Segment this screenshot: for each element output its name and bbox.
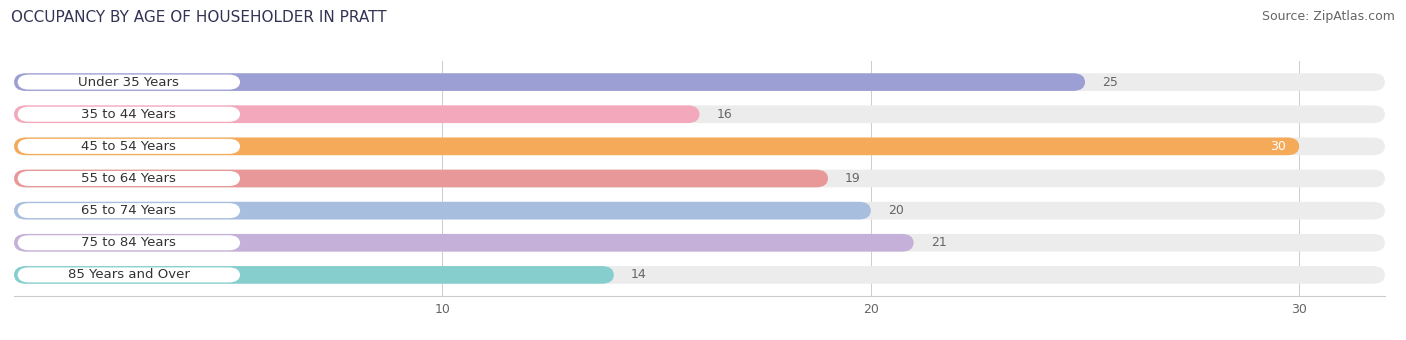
FancyBboxPatch shape: [17, 74, 240, 90]
Text: 25: 25: [1102, 75, 1118, 89]
Text: 14: 14: [631, 268, 647, 282]
Text: 45 to 54 Years: 45 to 54 Years: [82, 140, 176, 153]
Text: Source: ZipAtlas.com: Source: ZipAtlas.com: [1261, 10, 1395, 23]
FancyBboxPatch shape: [17, 171, 240, 186]
FancyBboxPatch shape: [17, 235, 240, 250]
Text: 35 to 44 Years: 35 to 44 Years: [82, 108, 176, 121]
FancyBboxPatch shape: [14, 202, 870, 220]
Text: 20: 20: [889, 204, 904, 217]
FancyBboxPatch shape: [14, 234, 914, 252]
FancyBboxPatch shape: [17, 203, 240, 218]
FancyBboxPatch shape: [14, 266, 614, 284]
Text: 30: 30: [1271, 140, 1286, 153]
FancyBboxPatch shape: [17, 107, 240, 122]
FancyBboxPatch shape: [14, 73, 1085, 91]
FancyBboxPatch shape: [14, 105, 1385, 123]
FancyBboxPatch shape: [14, 137, 1299, 155]
FancyBboxPatch shape: [14, 170, 828, 187]
Text: 21: 21: [931, 236, 946, 249]
FancyBboxPatch shape: [14, 170, 1385, 187]
FancyBboxPatch shape: [14, 73, 1385, 91]
FancyBboxPatch shape: [14, 266, 1385, 284]
Text: OCCUPANCY BY AGE OF HOUSEHOLDER IN PRATT: OCCUPANCY BY AGE OF HOUSEHOLDER IN PRATT: [11, 10, 387, 25]
FancyBboxPatch shape: [17, 267, 240, 283]
FancyBboxPatch shape: [17, 139, 240, 154]
Text: 16: 16: [717, 108, 733, 121]
Text: Under 35 Years: Under 35 Years: [79, 75, 180, 89]
FancyBboxPatch shape: [14, 137, 1385, 155]
Text: 75 to 84 Years: 75 to 84 Years: [82, 236, 176, 249]
FancyBboxPatch shape: [14, 105, 700, 123]
Text: 65 to 74 Years: 65 to 74 Years: [82, 204, 176, 217]
FancyBboxPatch shape: [14, 234, 1385, 252]
Text: 55 to 64 Years: 55 to 64 Years: [82, 172, 176, 185]
Text: 85 Years and Over: 85 Years and Over: [67, 268, 190, 282]
FancyBboxPatch shape: [14, 202, 1385, 220]
Text: 19: 19: [845, 172, 860, 185]
